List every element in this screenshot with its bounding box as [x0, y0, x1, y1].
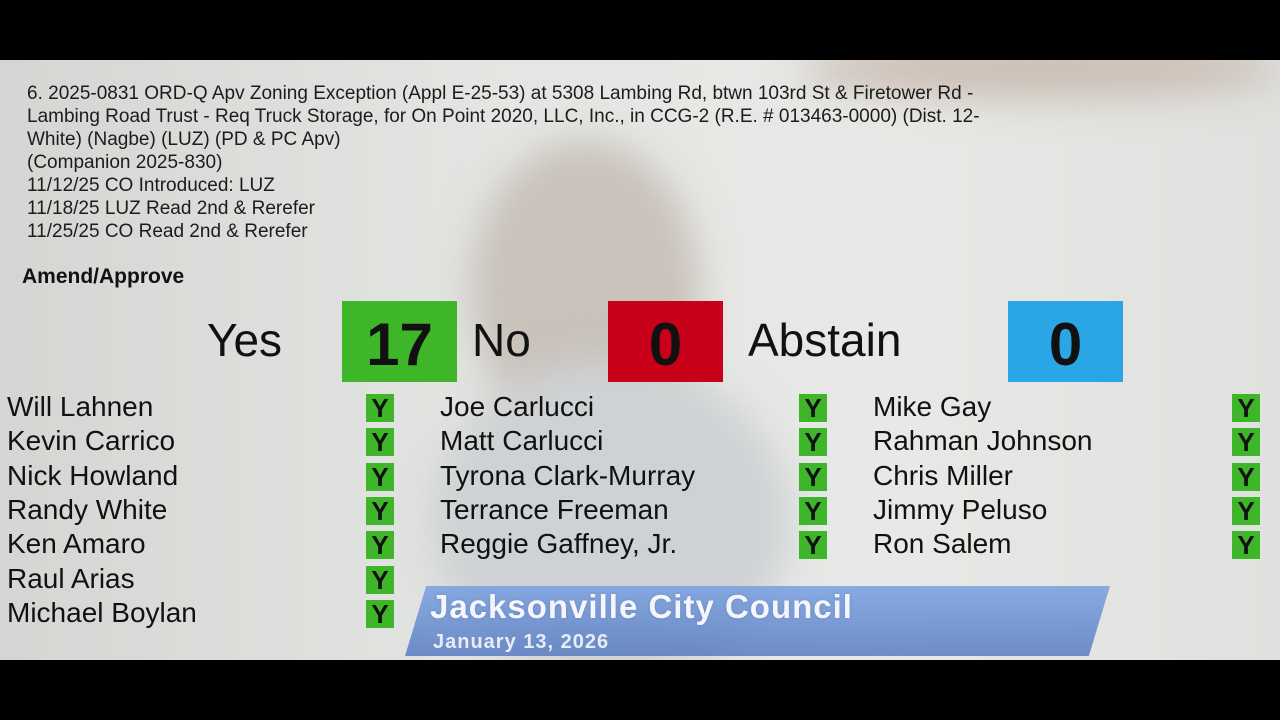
lower-third-banner — [405, 586, 1110, 656]
vote-indicator: Y — [366, 599, 394, 628]
no-label: No — [472, 314, 531, 366]
member-name: Matt Carlucci — [440, 425, 604, 457]
agenda-line: White) (Nagbe) (LUZ) (PD & PC Apv) — [27, 129, 341, 150]
no-count: 0 — [608, 301, 723, 382]
agenda-line: (Companion 2025-830) — [27, 152, 223, 173]
member-name: Mike Gay — [873, 391, 992, 422]
motion-label: Amend/Approve — [22, 265, 185, 288]
vote-indicator: Y — [1232, 531, 1260, 560]
agenda-line: 6. 2025-0831 ORD-Q Apv Zoning Exception … — [27, 83, 974, 104]
vote-indicator: Y — [366, 394, 394, 422]
vote-indicator: Y — [799, 496, 827, 525]
vote-indicator: Y — [366, 428, 394, 457]
vote-indicator: Y — [799, 531, 827, 560]
member-name: Ron Salem — [873, 528, 1012, 560]
member-name: Will Lahnen — [7, 391, 154, 422]
member-name: Nick Howland — [7, 459, 179, 491]
vote-indicator: Y — [1232, 394, 1260, 422]
member-name: Chris Miller — [873, 459, 1013, 491]
yes-count: 17 — [342, 301, 457, 382]
video-frame: 6. 2025-0831 ORD-Q Apv Zoning Exception … — [0, 60, 1280, 660]
vote-indicator: Y — [366, 496, 394, 525]
vote-indicator: Y — [799, 394, 827, 422]
vote-indicator: Y — [799, 428, 827, 457]
member-name: Tyrona Clark-Murray — [440, 459, 696, 491]
member-name: Rahman Johnson — [873, 425, 1093, 457]
vote-indicator: Y — [366, 462, 394, 491]
member-name: Ken Amaro — [7, 528, 146, 560]
agenda-item-text: 6. 2025-0831 ORD-Q Apv Zoning Exception … — [27, 82, 980, 243]
member-name: Randy White — [7, 493, 168, 525]
member-name: Kevin Carrico — [7, 425, 176, 457]
yes-label: Yes — [207, 314, 283, 366]
vote-indicator: Y — [1232, 496, 1260, 525]
member-name: Jimmy Peluso — [873, 493, 1048, 525]
abstain-label: Abstain — [748, 314, 902, 366]
vote-indicator: Y — [799, 462, 827, 491]
vote-indicator: Y — [1232, 462, 1260, 491]
agenda-line: 11/18/25 LUZ Read 2nd & Rerefer — [27, 198, 315, 219]
vote-indicator: Y — [366, 565, 394, 594]
member-name: Michael Boylan — [7, 596, 197, 628]
abstain-count: 0 — [1008, 301, 1123, 382]
vote-indicator: Y — [1232, 428, 1260, 457]
member-name: Joe Carlucci — [440, 391, 595, 422]
vote-indicator: Y — [366, 531, 394, 560]
member-name: Raul Arias — [7, 562, 135, 594]
agenda-line: 11/12/25 CO Introduced: LUZ — [27, 175, 275, 196]
agenda-line: 11/25/25 CO Read 2nd & Rerefer — [27, 221, 308, 242]
banner-date: January 13, 2026 — [433, 631, 610, 653]
member-name: Terrance Freeman — [440, 493, 669, 525]
member-name: Reggie Gaffney, Jr. — [440, 528, 678, 560]
banner-title: Jacksonville City Council — [430, 588, 853, 625]
agenda-line: Lambing Road Trust - Req Truck Storage, … — [27, 106, 980, 127]
